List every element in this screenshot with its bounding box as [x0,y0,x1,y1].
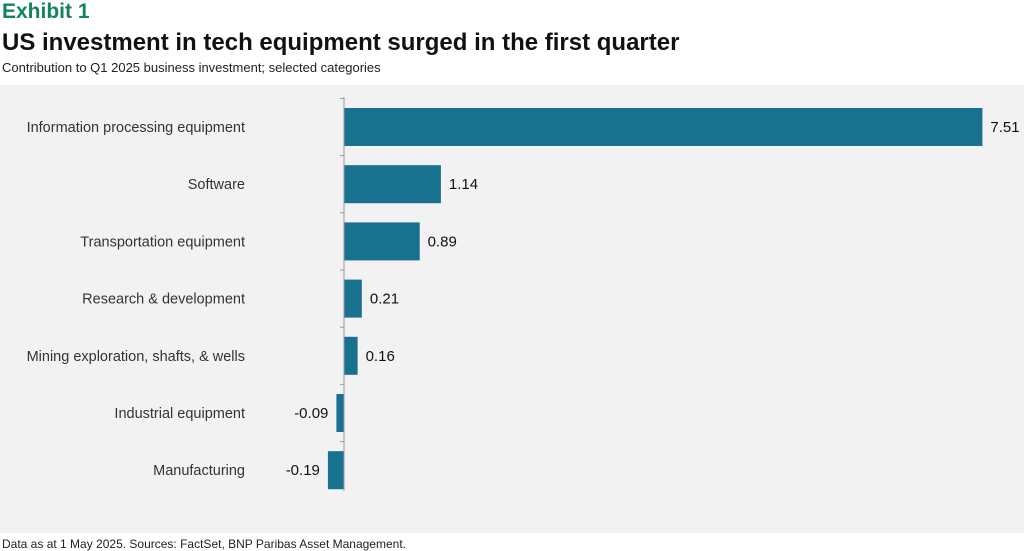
category-label: Software [188,177,245,193]
bar [344,336,358,375]
value-label: 1.14 [449,176,478,193]
value-label: -0.19 [286,462,320,479]
bar [344,279,362,318]
value-label: 0.89 [428,233,457,250]
exhibit-label: Exhibit 1 [2,0,90,23]
bar [336,394,344,432]
value-label: 0.21 [370,291,399,308]
chart-subtitle: Contribution to Q1 2025 business investm… [2,60,381,75]
category-label: Manufacturing [153,463,245,479]
category-label: Mining exploration, shafts, & wells [27,349,245,365]
chart-title: US investment in tech equipment surged i… [2,29,680,56]
source-footnote: Data as at 1 May 2025. Sources: FactSet,… [2,537,406,551]
category-label: Industrial equipment [114,406,245,422]
bar-chart: Information processing equipment 7.51 Soft… [27,97,1020,491]
chart-panel: Information processing equipment 7.51 Soft… [0,85,1024,533]
value-label: -0.09 [294,405,328,422]
value-label: 7.51 [990,119,1019,136]
category-label: Information processing equipment [27,120,245,136]
bar [344,165,441,204]
bar [327,451,344,490]
category-label: Transportation equipment [80,234,245,250]
bar [344,108,983,146]
category-label: Research & development [82,292,245,308]
bar [344,222,420,261]
value-label: 0.16 [366,348,395,365]
